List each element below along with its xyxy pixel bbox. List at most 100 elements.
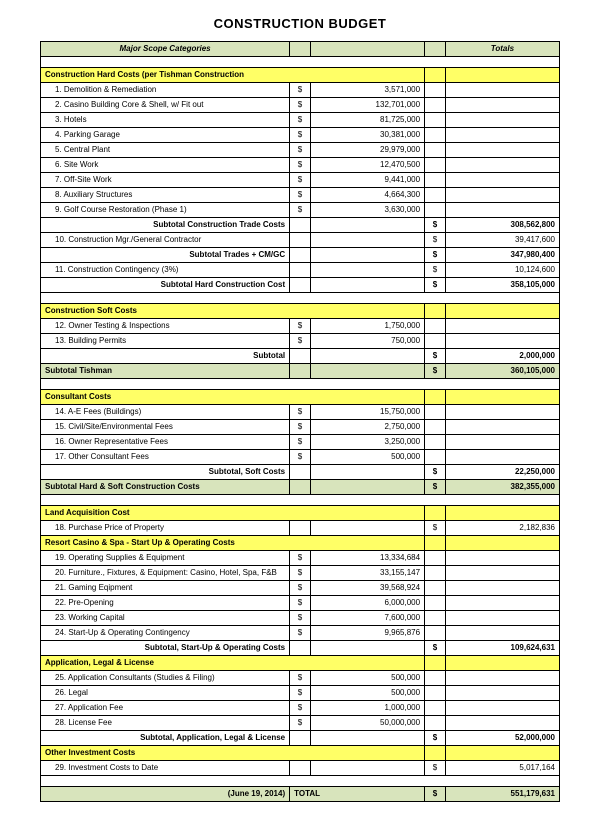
cell: $ (290, 405, 311, 420)
cell (445, 98, 559, 113)
line-item: 1. Demolition & Remediation (41, 83, 290, 98)
cell (290, 364, 311, 379)
total: 2,000,000 (445, 349, 559, 364)
cell (425, 319, 446, 334)
total: 308,562,800 (445, 218, 559, 233)
cell (445, 746, 559, 761)
cell (425, 42, 446, 57)
line-item: 17. Other Consultant Fees (41, 450, 290, 465)
cell (445, 128, 559, 143)
amount: 1,000,000 (310, 701, 424, 716)
grand-label: TOTAL (290, 787, 425, 802)
amount: 7,600,000 (310, 611, 424, 626)
amount: 9,965,876 (310, 626, 424, 641)
cell (310, 349, 424, 364)
cell (425, 686, 446, 701)
total: 2,182,836 (445, 521, 559, 536)
cell (445, 435, 559, 450)
line-item: 14. A-E Fees (Buildings) (41, 405, 290, 420)
cell (445, 143, 559, 158)
cell: $ (425, 278, 446, 293)
total: 22,250,000 (445, 465, 559, 480)
cell (425, 611, 446, 626)
amount: 50,000,000 (310, 716, 424, 731)
line-item: 28. License Fee (41, 716, 290, 731)
cell (290, 278, 311, 293)
cell: $ (425, 233, 446, 248)
line-item: 16. Owner Representative Fees (41, 435, 290, 450)
line-item: 15. Civil/Site/Environmental Fees (41, 420, 290, 435)
amount: 15,750,000 (310, 405, 424, 420)
line-item: 19. Operating Supplies & Equipment (41, 551, 290, 566)
cell (425, 158, 446, 173)
cell (425, 173, 446, 188)
cell: $ (425, 731, 446, 746)
cell (425, 188, 446, 203)
total: 382,355,000 (445, 480, 559, 495)
line-item: 12. Owner Testing & Inspections (41, 319, 290, 334)
line-item: 25. Application Consultants (Studies & F… (41, 671, 290, 686)
cell (310, 521, 424, 536)
cell (425, 334, 446, 349)
total: 358,105,000 (445, 278, 559, 293)
cell (290, 263, 311, 278)
cell (425, 143, 446, 158)
cell: $ (290, 334, 311, 349)
line-item: 8. Auxiliary Structures (41, 188, 290, 203)
cell: $ (290, 83, 311, 98)
cell: $ (290, 319, 311, 334)
cell (445, 113, 559, 128)
cell (425, 746, 446, 761)
cell (425, 596, 446, 611)
amount: 4,664,300 (310, 188, 424, 203)
cell (310, 364, 424, 379)
cell (445, 581, 559, 596)
cell (290, 42, 311, 57)
total: 52,000,000 (445, 731, 559, 746)
cell (425, 203, 446, 218)
amount: 500,000 (310, 671, 424, 686)
cell (425, 420, 446, 435)
line-item: 27. Application Fee (41, 701, 290, 716)
col-scope: Major Scope Categories (41, 42, 290, 57)
cell (445, 450, 559, 465)
line-item: 29. Investment Costs to Date (41, 761, 290, 776)
line-item: 22. Pre-Opening (41, 596, 290, 611)
total: 109,624,631 (445, 641, 559, 656)
cell: $ (425, 218, 446, 233)
cell (425, 656, 446, 671)
subtotal: Subtotal Hard & Soft Construction Costs (41, 480, 290, 495)
cell: $ (290, 671, 311, 686)
amount: 12,470,500 (310, 158, 424, 173)
cell (445, 611, 559, 626)
cell: $ (290, 143, 311, 158)
cell: $ (290, 566, 311, 581)
cell: $ (290, 581, 311, 596)
cell (310, 248, 424, 263)
amount: 81,725,000 (310, 113, 424, 128)
cell: $ (425, 521, 446, 536)
amount: 9,441,000 (310, 173, 424, 188)
resort-title: Resort Casino & Spa - Start Up & Operati… (41, 536, 425, 551)
amount: 30,381,000 (310, 128, 424, 143)
line-item: 26. Legal (41, 686, 290, 701)
cell: $ (425, 761, 446, 776)
cell (445, 304, 559, 319)
line-item: 9. Golf Course Restoration (Phase 1) (41, 203, 290, 218)
cell (445, 551, 559, 566)
amount: 6,000,000 (310, 596, 424, 611)
cell (445, 596, 559, 611)
cell (445, 319, 559, 334)
amount: 3,571,000 (310, 83, 424, 98)
total: 5,017,164 (445, 761, 559, 776)
cell (445, 334, 559, 349)
cell (445, 716, 559, 731)
cell: $ (425, 349, 446, 364)
cell: $ (290, 173, 311, 188)
cell (310, 480, 424, 495)
amount: 500,000 (310, 450, 424, 465)
amount: 3,250,000 (310, 435, 424, 450)
cell (310, 233, 424, 248)
line-item: 21. Gaming Eqipment (41, 581, 290, 596)
cell (425, 450, 446, 465)
